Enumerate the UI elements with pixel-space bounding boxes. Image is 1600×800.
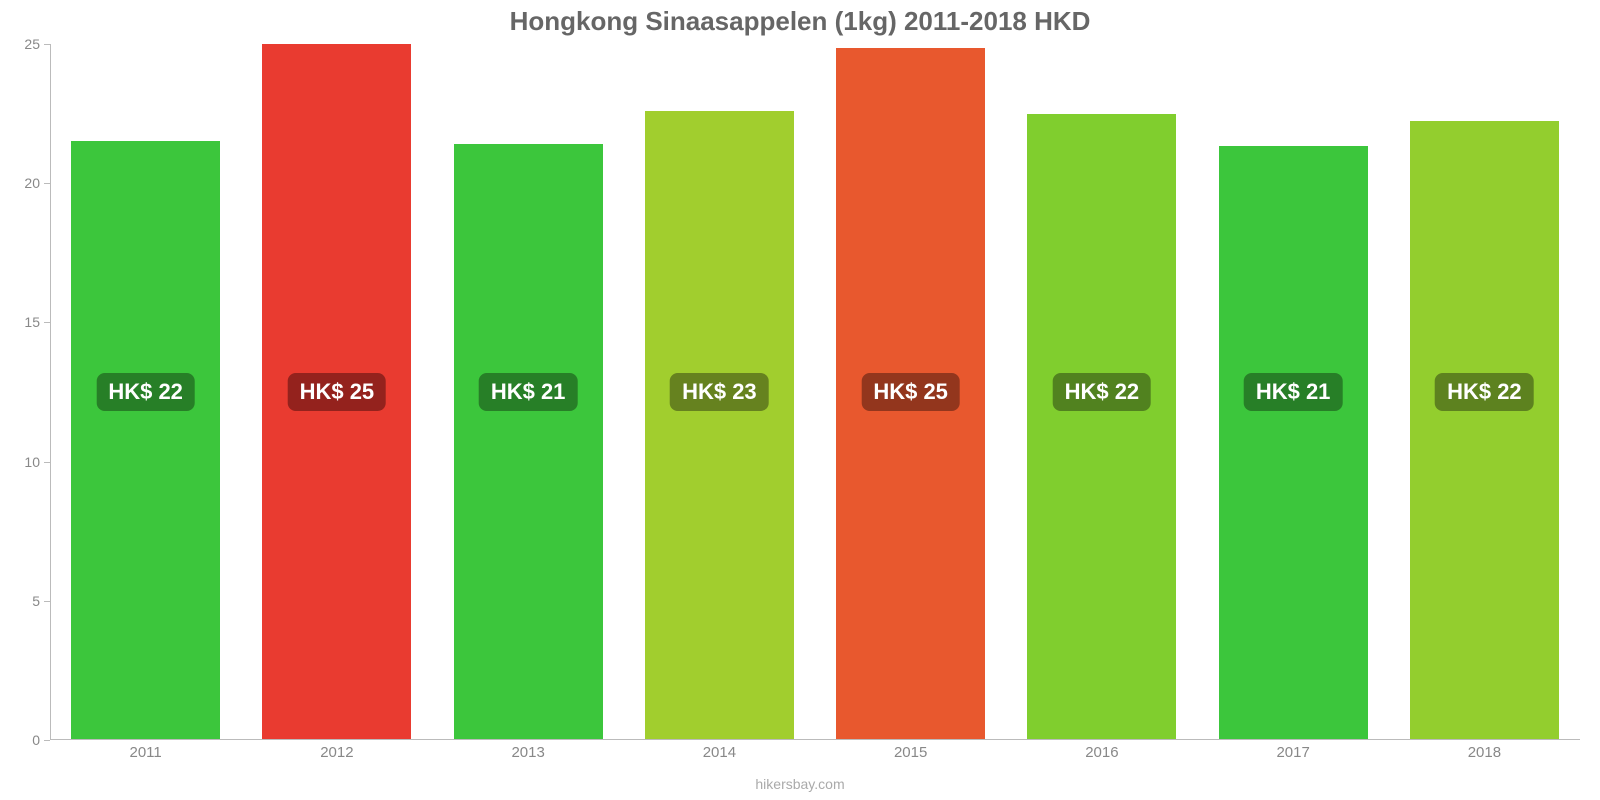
y-tick-label: 15 [24, 314, 40, 330]
bar [71, 141, 220, 740]
y-tick-label: 5 [32, 593, 40, 609]
y-tick-label: 20 [24, 175, 40, 191]
y-tick-mark [44, 322, 50, 323]
bar [1027, 114, 1176, 740]
y-tick-mark [44, 740, 50, 741]
x-axis-labels: 2011 2012 2013 2014 2015 2016 2017 2018 [50, 744, 1580, 766]
value-badge: HK$ 21 [479, 373, 578, 411]
x-tick-label: 2011 [129, 744, 161, 761]
attribution-text: hikersbay.com [0, 776, 1600, 792]
value-badge: HK$ 21 [1244, 373, 1343, 411]
value-badge: HK$ 22 [1435, 373, 1534, 411]
bar [1410, 121, 1559, 740]
bar [454, 144, 603, 740]
bar [1219, 146, 1368, 740]
chart-container: Hongkong Sinaasappelen (1kg) 2011-2018 H… [0, 0, 1600, 800]
x-tick-label: 2015 [894, 744, 927, 761]
value-badge: HK$ 22 [96, 373, 195, 411]
y-axis: 0510152025 [0, 44, 50, 740]
y-tick-label: 10 [24, 454, 40, 470]
y-tick-label: 0 [32, 732, 40, 748]
y-tick-mark [44, 44, 50, 45]
x-baseline [50, 739, 1580, 740]
x-tick-label: 2016 [1085, 744, 1118, 761]
value-badge: HK$ 25 [288, 373, 387, 411]
bar [645, 111, 794, 740]
value-badge: HK$ 25 [861, 373, 960, 411]
y-tick-mark [44, 601, 50, 602]
bars-group: HK$ 22 HK$ 25 HK$ 21 HK$ 23 HK$ 25 HK$ 22 HK$ … [50, 44, 1580, 740]
plot-area: HK$ 22 HK$ 25 HK$ 21 HK$ 23 HK$ 25 HK$ 22 HK$ … [50, 44, 1580, 740]
y-tick-mark [44, 462, 50, 463]
value-badge: HK$ 23 [670, 373, 769, 411]
y-tick-label: 25 [24, 36, 40, 52]
x-tick-label: 2014 [703, 744, 736, 761]
x-tick-label: 2017 [1276, 744, 1309, 761]
chart-title: Hongkong Sinaasappelen (1kg) 2011-2018 H… [0, 6, 1600, 37]
y-tick-mark [44, 183, 50, 184]
x-tick-label: 2018 [1468, 744, 1501, 761]
value-badge: HK$ 22 [1053, 373, 1152, 411]
x-tick-label: 2012 [320, 744, 353, 761]
x-tick-label: 2013 [511, 744, 544, 761]
